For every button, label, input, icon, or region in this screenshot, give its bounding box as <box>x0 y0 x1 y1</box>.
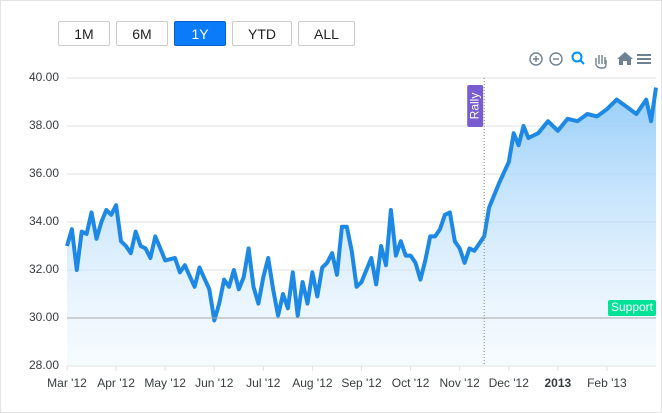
x-tick-label: Mar '12 <box>47 376 87 390</box>
pan-button[interactable] <box>595 55 607 69</box>
y-tick-label: 40.00 <box>29 70 59 84</box>
x-tick-label: 2013 <box>544 376 571 390</box>
x-tick-label: Jul '12 <box>246 376 281 390</box>
area-fill <box>67 87 656 366</box>
line <box>65 87 658 323</box>
x-tick-label: Sep '12 <box>341 376 382 390</box>
annotation-label-bg <box>608 300 656 316</box>
y-tick-label: 34.00 <box>29 214 59 228</box>
y-tick-label: 28.00 <box>29 358 59 372</box>
annotation-label-bg <box>467 85 484 127</box>
x-tick-label: Dec '12 <box>489 376 530 390</box>
y-tick-label: 32.00 <box>29 262 59 276</box>
zoom-out-button[interactable] <box>549 52 563 66</box>
x-tick-label: Nov '12 <box>440 376 481 390</box>
x-tick-label: Oct '12 <box>392 376 430 390</box>
selection-zoom-button[interactable] <box>571 51 585 65</box>
range-button[interactable]: 1Y <box>174 21 226 46</box>
y-tick-label: 38.00 <box>29 118 59 132</box>
range-button[interactable]: 6M <box>116 21 168 46</box>
annotation-label: Support <box>611 300 654 314</box>
range-button[interactable]: YTD <box>232 21 292 46</box>
range-button[interactable]: 1M <box>58 21 110 46</box>
zoom-in-button[interactable] <box>529 52 543 66</box>
y-tick-label: 30.00 <box>29 310 59 324</box>
x-tick-label: May '12 <box>144 376 186 390</box>
reset-button[interactable] <box>617 52 633 65</box>
toolbar <box>529 51 651 69</box>
x-tick-label: Feb '13 <box>587 376 627 390</box>
x-tick-label: Jun '12 <box>195 376 234 390</box>
range-button[interactable]: ALL <box>298 21 355 46</box>
annotation-label: Rally <box>467 93 481 120</box>
range-selector: 1M 6M 1Y YTD ALL <box>58 21 355 46</box>
x-tick-label: Aug '12 <box>292 376 333 390</box>
menu-button[interactable] <box>637 54 651 64</box>
x-tick-label: Apr '12 <box>97 376 135 390</box>
y-tick-label: 36.00 <box>29 166 59 180</box>
